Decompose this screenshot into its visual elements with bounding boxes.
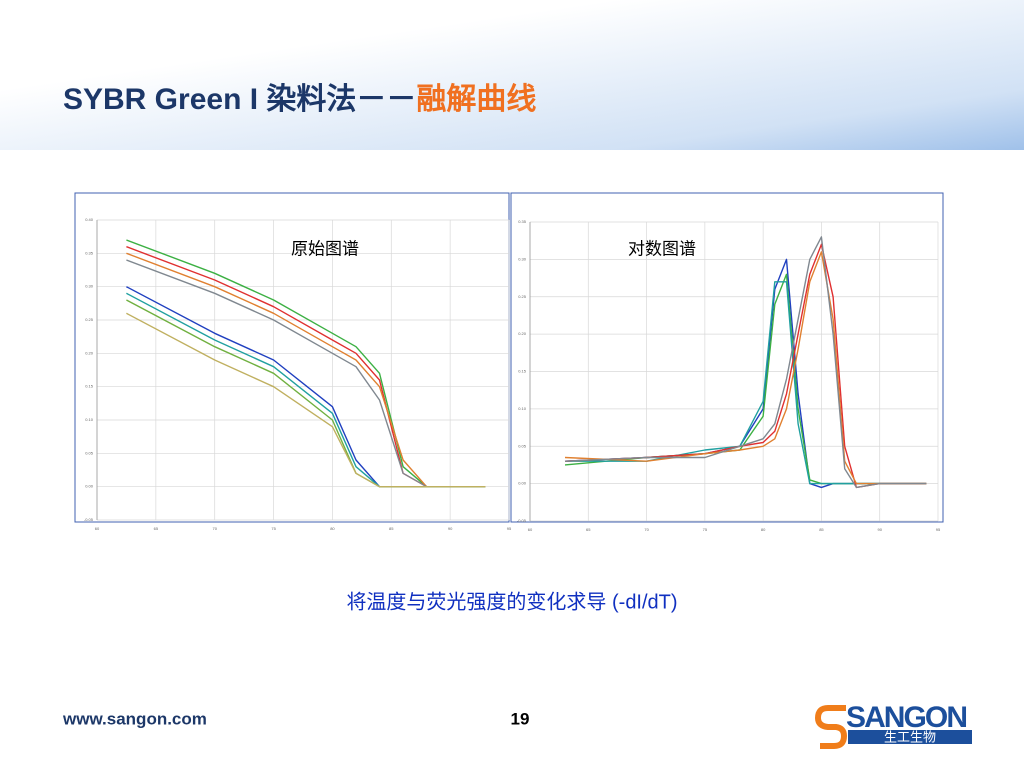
header-band <box>0 0 1024 150</box>
x-tick-label: 70 <box>212 526 217 531</box>
y-tick-label: 0.10 <box>518 406 527 411</box>
x-tick-label: 80 <box>761 527 766 532</box>
charts: -0.05 0.00 0.05 0.10 0.15 0.20 0.25 0.30 0.35 0.4… <box>84 217 941 532</box>
y-tick-label: 0.35 <box>518 219 527 224</box>
y-tick-label: 0.25 <box>518 294 527 299</box>
y-tick-label: 0.05 <box>518 443 527 448</box>
y-tick-label: 0.20 <box>518 331 527 336</box>
x-tick-label: 60 <box>528 527 533 532</box>
chart-title: 对数图谱 <box>628 239 696 258</box>
y-tick-label: 0.30 <box>518 256 527 261</box>
x-tick-label: 90 <box>448 526 453 531</box>
logo-bar <box>848 730 972 744</box>
x-tick-label: 85 <box>819 527 824 532</box>
logo: SANGON 生工生物 <box>814 701 972 749</box>
y-tick-label: 0.05 <box>85 450 94 455</box>
y-tick-label: -0.05 <box>517 518 527 523</box>
y-tick-label: 0.00 <box>518 481 527 486</box>
x-tick-label: 90 <box>877 527 882 532</box>
caption: 将温度与荧光强度的变化求导 (-dI/dT) <box>346 590 677 613</box>
x-tick-label: 80 <box>330 526 335 531</box>
logo-name: SANGON <box>846 701 968 734</box>
y-tick-label: 0.20 <box>85 350 94 355</box>
logo-mark <box>814 705 848 749</box>
x-tick-label: 60 <box>95 526 100 531</box>
y-tick-label: 0.30 <box>85 284 94 289</box>
chart-frame <box>510 192 944 523</box>
x-tick-label: 65 <box>586 527 591 532</box>
data-line <box>564 251 927 485</box>
data-line <box>564 243 927 489</box>
data-line <box>565 281 927 485</box>
y-tick-label: 0.25 <box>85 317 94 322</box>
x-tick-label: 65 <box>154 526 159 531</box>
footer-website: www.sangon.com <box>62 709 207 728</box>
logo-subtitle: 生工生物 <box>884 729 936 744</box>
page-number: 19 <box>511 709 530 728</box>
data-line <box>564 236 927 489</box>
chart-title: 原始图谱 <box>291 239 359 258</box>
x-tick-label: 75 <box>271 526 276 531</box>
x-tick-label: 75 <box>703 527 708 532</box>
y-tick-label: 0.15 <box>518 369 527 374</box>
x-tick-label: 95 <box>936 527 941 532</box>
slide-title: SYBR Green I 染料法－－ <box>63 83 416 116</box>
y-tick-label: 0.15 <box>85 384 94 389</box>
y-tick-label: 0.40 <box>85 217 94 222</box>
x-tick-label: 70 <box>644 527 649 532</box>
x-tick-label: 85 <box>389 526 394 531</box>
y-tick-label: -0.05 <box>84 517 94 522</box>
data-line <box>126 312 486 488</box>
y-tick-label: 0.35 <box>85 250 94 255</box>
slide-title-highlight: 融解曲线 <box>416 83 536 116</box>
x-tick-label: 95 <box>507 526 512 531</box>
y-tick-label: 0.00 <box>85 484 94 489</box>
y-tick-label: 0.10 <box>85 417 94 422</box>
